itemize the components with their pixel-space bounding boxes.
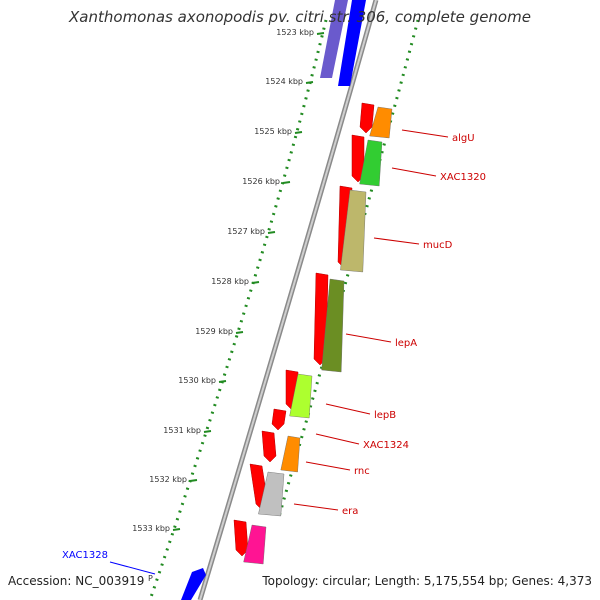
kbp-tick-mark xyxy=(189,479,198,482)
cds-arrow[interactable] xyxy=(233,519,249,557)
kbp-tick-mark xyxy=(203,430,212,433)
kbp-tick-mark xyxy=(316,32,325,35)
kbp-tick-mark xyxy=(251,281,260,284)
kbp-tick-mark xyxy=(218,380,227,383)
gene-label-lepa[interactable]: lepA xyxy=(395,338,417,349)
gene-xac1324-block[interactable] xyxy=(280,435,301,473)
kbp-tick-label: 1528 kbp xyxy=(211,277,249,286)
cds-arrow[interactable] xyxy=(261,430,277,463)
gene-xac1328-block[interactable] xyxy=(181,568,206,600)
kbp-tick-mark xyxy=(282,181,291,184)
kbp-tick-mark xyxy=(305,81,314,84)
gene-leader-line xyxy=(293,503,339,511)
gene-leader-line xyxy=(315,433,360,445)
gene-label-era[interactable]: era xyxy=(342,506,358,517)
kbp-tick-label: 1527 kbp xyxy=(227,227,265,236)
kbp-tick-mark xyxy=(294,131,303,134)
gene-era-block[interactable] xyxy=(243,524,267,565)
kbp-tick-mark xyxy=(235,331,244,334)
gene-label-rnc[interactable]: rnc xyxy=(354,466,370,477)
gene-label-mucd[interactable]: mucD xyxy=(423,240,453,251)
gene-label-xac1320[interactable]: XAC1320 xyxy=(440,172,486,183)
kbp-tick-mark xyxy=(172,528,181,531)
gene-leader-line xyxy=(325,403,371,415)
map-title: Xanthomonas axonopodis pv. citri str. 30… xyxy=(69,8,531,26)
accession-text: Accession: NC_003919 xyxy=(8,574,145,588)
gene-leader-line xyxy=(373,237,420,245)
gene-leader-line xyxy=(391,167,437,177)
kbp-tick-label: 1525 kbp xyxy=(254,127,292,136)
cds-arrow[interactable] xyxy=(359,102,375,134)
kbp-tick-label: 1526 kbp xyxy=(242,177,280,186)
kbp-tick-label: 1524 kbp xyxy=(265,77,303,86)
topology-text: Topology: circular; Length: 5,175,554 bp… xyxy=(262,574,592,588)
red-cds-track xyxy=(233,102,375,557)
promoter-p-label: P xyxy=(148,574,153,583)
gene-algu-block[interactable] xyxy=(369,106,393,139)
gene-mucd-block[interactable] xyxy=(340,189,367,273)
gene-label-algu[interactable]: algU xyxy=(452,133,475,144)
gene-lepa-block[interactable] xyxy=(321,278,345,373)
kbp-tick-label: 1530 kbp xyxy=(178,376,216,385)
gene-rnc-block[interactable] xyxy=(258,471,285,517)
cds-arrow[interactable] xyxy=(271,408,287,431)
gene-leader-line xyxy=(401,129,449,138)
kbp-tick-label: 1531 kbp xyxy=(163,426,201,435)
kbp-tick-label: 1523 kbp xyxy=(276,28,314,37)
gene-lepb-block[interactable] xyxy=(289,373,313,419)
gene-label-xac1324[interactable]: XAC1324 xyxy=(363,440,409,451)
gene-labels: algU XAC1320 mucD lepA lepB XAC1324 rnc era xyxy=(293,129,486,517)
inner-tick-rail xyxy=(148,19,328,600)
kbp-tick-label: 1533 kbp xyxy=(132,524,170,533)
gene-leader-line xyxy=(305,461,351,471)
xac1328-leader xyxy=(109,561,156,575)
forward-gene-track xyxy=(243,106,393,565)
kbp-tick-label: 1532 kbp xyxy=(149,475,187,484)
gene-xac1320-block[interactable] xyxy=(359,139,383,187)
kbp-tick-label: 1529 kbp xyxy=(195,327,233,336)
xac1328-label[interactable]: XAC1328 xyxy=(62,550,108,561)
gene-top-purple[interactable] xyxy=(320,0,348,78)
kbp-tick-mark xyxy=(267,231,276,234)
gene-label-lepb[interactable]: lepB xyxy=(374,410,396,421)
kbp-ticks: 1523 kbp 1524 kbp 1525 kbp 1526 kbp 1527 kbp… xyxy=(132,28,325,533)
gene-top-blue[interactable] xyxy=(338,0,366,86)
gene-leader-line xyxy=(345,333,392,343)
